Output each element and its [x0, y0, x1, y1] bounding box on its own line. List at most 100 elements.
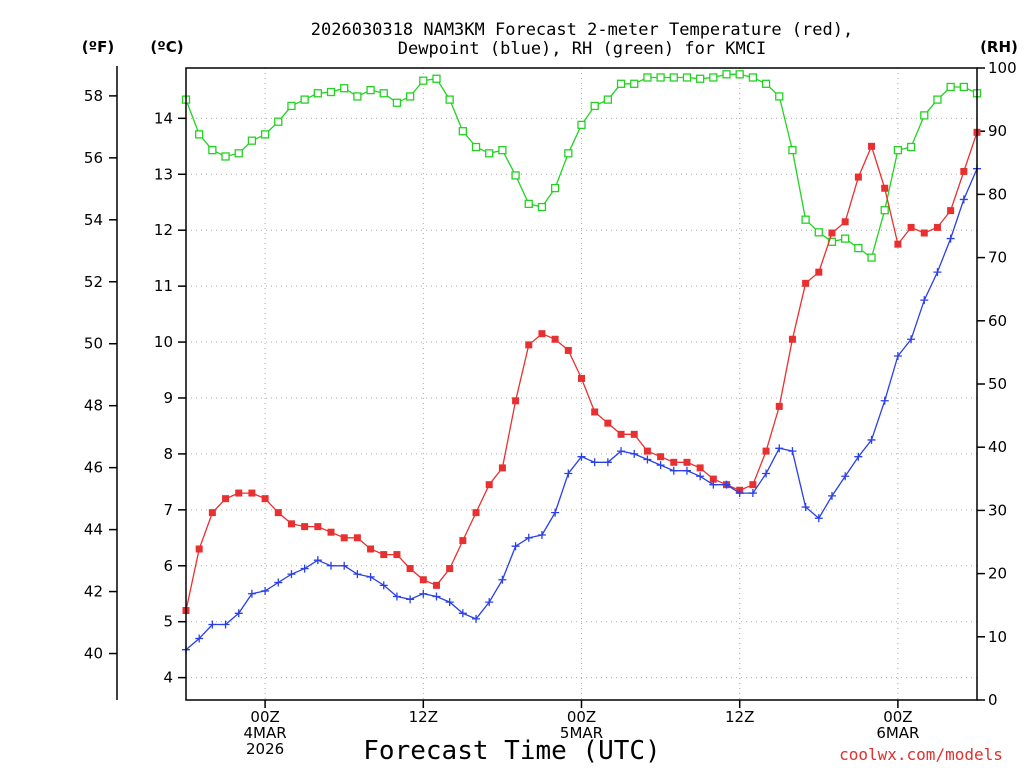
temperature-point [604, 419, 612, 427]
temperature-series [182, 128, 981, 615]
dewpoint-point [458, 609, 467, 618]
temperature-point [617, 430, 625, 438]
rh-point [801, 215, 810, 224]
rh-tick-label: 60 [988, 312, 1007, 330]
dewpoint-point [406, 595, 415, 604]
dewpoint-point [643, 455, 652, 464]
rh-point [761, 79, 771, 88]
temperature-point [538, 330, 546, 338]
rh-point [880, 206, 889, 215]
celsius-tick-label: 9 [163, 389, 173, 407]
dewpoint-point [722, 480, 731, 489]
rh-point [326, 87, 336, 97]
dewpoint-point [261, 586, 270, 595]
dewpoint-point [880, 396, 889, 405]
dewpoint-point [617, 447, 626, 456]
dewpoint-point [735, 489, 744, 498]
rh-point [603, 95, 613, 104]
temperature-point [406, 565, 414, 573]
temperature-point [749, 481, 757, 489]
temperature-point [815, 268, 823, 276]
temperature-point [670, 458, 678, 466]
celsius-tick-label: 6 [163, 557, 173, 575]
temperature-point [657, 453, 665, 461]
rh-axis: 0 10 20 30 40 50 60 70 80 90 100 [977, 59, 1017, 709]
credit-text: coolwx.com/models [839, 745, 1003, 764]
rh-tick-label: 80 [988, 185, 1007, 203]
dewpoint-point [327, 561, 336, 570]
rh-point [696, 74, 705, 83]
temperature-point [709, 475, 717, 483]
celsius-tick-label: 8 [163, 445, 173, 463]
rh-tick-label: 0 [988, 691, 998, 709]
dewpoint-point [419, 589, 428, 598]
temperature-point [512, 397, 520, 405]
dewpoint-point [933, 268, 942, 277]
rh-point [498, 146, 507, 155]
dewpoint-point [867, 435, 876, 444]
dewpoint-point [472, 614, 481, 623]
x-axis-label: Forecast Time (UTC) [363, 736, 660, 766]
rh-point [814, 228, 823, 237]
temperature-point [340, 534, 348, 542]
rh-point [748, 73, 758, 82]
temperature-point [235, 489, 243, 497]
rh-point [221, 152, 230, 161]
rh-point [906, 142, 916, 152]
celsius-unit-label: (ºC) [150, 38, 183, 56]
rh-point [669, 73, 678, 82]
dewpoint-point [564, 469, 573, 478]
fahrenheit-tick-label: 58 [84, 87, 103, 105]
dewpoint-point [524, 533, 533, 542]
dewpoint-point [445, 598, 454, 607]
temperature-point [525, 341, 533, 349]
time-tick-label: 5MAR [560, 724, 603, 742]
rh-series [181, 70, 982, 262]
temperature-point [367, 545, 375, 553]
rh-point [471, 142, 481, 152]
dewpoint-point [603, 458, 612, 467]
temperature-point [393, 551, 401, 559]
dewpoint-point [709, 480, 718, 489]
fahrenheit-axis: 40 42 44 46 48 50 52 54 56 58 [84, 87, 117, 663]
rh-point [854, 243, 863, 253]
temperature-point [894, 240, 902, 248]
dewpoint-point [656, 461, 665, 470]
rh-point [775, 92, 784, 101]
fahrenheit-tick-label: 44 [84, 521, 103, 539]
rh-point [946, 82, 955, 92]
dewpoint-point [814, 514, 823, 523]
rh-point [419, 76, 428, 85]
rh-point [841, 234, 850, 243]
rh-point [682, 73, 692, 82]
dewpoint-point [801, 503, 810, 512]
temperature-point [274, 509, 282, 517]
temperature-point [498, 464, 506, 472]
dewpoint-point [340, 561, 349, 570]
rh-point [722, 70, 731, 79]
dewpoint-point [195, 634, 204, 643]
rh-point [445, 95, 454, 104]
celsius-tick-label: 11 [154, 277, 173, 295]
dewpoint-point [696, 472, 705, 481]
dewpoint-point [682, 466, 691, 475]
dewpoint-point [498, 575, 507, 584]
dewpoint-point [300, 564, 309, 573]
rh-point [485, 149, 494, 158]
temperature-point [564, 346, 572, 354]
temperature-point [248, 489, 256, 497]
celsius-tick-label: 14 [154, 109, 173, 127]
rh-point [247, 136, 257, 145]
celsius-tick-label: 7 [163, 501, 173, 519]
temperature-point [643, 447, 651, 455]
chart-title-line-1: 2026030318 NAM3KM Forecast 2-meter Tempe… [311, 20, 853, 40]
temperature-point [933, 223, 941, 231]
grid-lines [186, 68, 977, 700]
dewpoint-point [208, 620, 217, 629]
dewpoint-point [551, 508, 560, 517]
rh-point [709, 73, 718, 82]
time-tick-label: 12Z [409, 708, 438, 726]
time-tick-label: 00Z [567, 708, 596, 726]
